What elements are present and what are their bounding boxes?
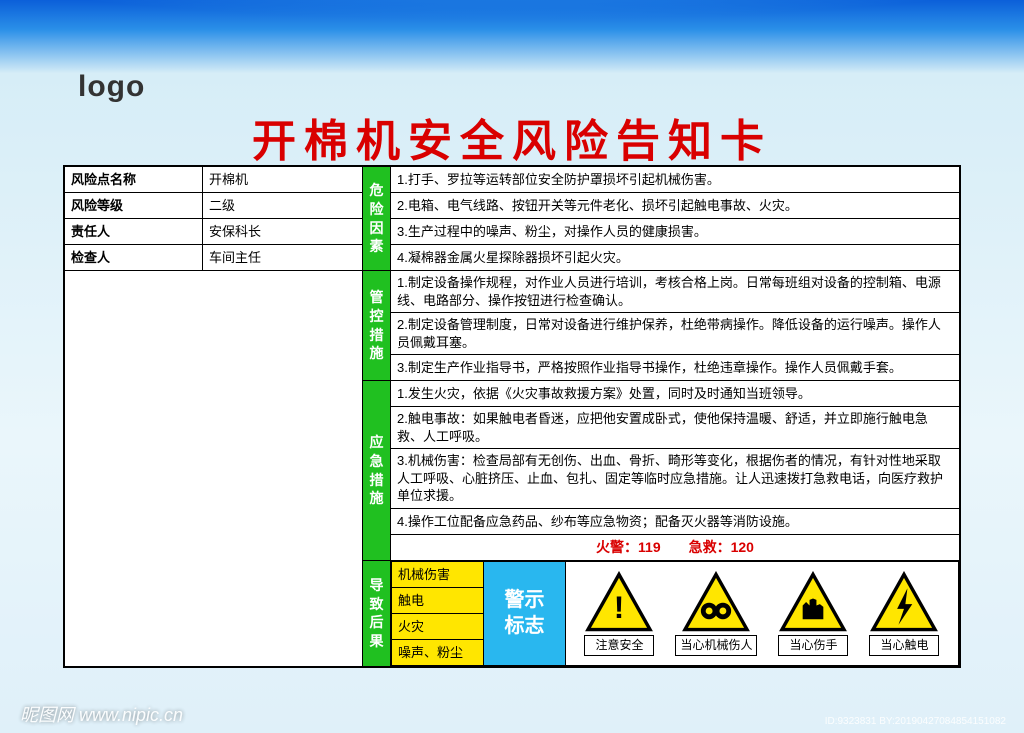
consequence-item: 触电 (392, 587, 484, 613)
sign-caution: ! 注意安全 (584, 571, 654, 655)
watermark-id: ID:9323831 BY:20190427084854151082 (825, 716, 1006, 727)
sign-caption: 当心伤手 (778, 635, 848, 655)
hazard-header: 危险因素 (363, 167, 391, 271)
logo-text: logo (78, 70, 145, 104)
info-label: 风险等级 (65, 193, 203, 219)
control-item: 2.制定设备管理制度，日常对设备进行维护保养，杜绝带病操作。降低设备的运行噪声。… (391, 313, 960, 355)
risk-table: 风险点名称 开棉机 危险因素 1.打手、罗拉等运转部位安全防护罩损坏引起机械伤害… (64, 166, 960, 667)
consequence-sign-block: 机械伤害 警示标志 ! 注意安全 当心机械伤人 (391, 560, 960, 666)
hazard-item: 2.电箱、电气线路、按钮开关等元件老化、损坏引起触电事故、火灾。 (391, 193, 960, 219)
page-title: 开棉机安全风险告知卡 (0, 105, 1024, 169)
consequence-item: 噪声、粉尘 (392, 639, 484, 665)
sign-caption: 注意安全 (584, 635, 654, 655)
control-header: 管控措施 (363, 271, 391, 381)
emergency-item: 2.触电事故：如果触电者昏迷，应把他安置成卧式，使他保持温暖、舒适，并立即施行触… (391, 407, 960, 449)
sign-caption: 当心触电 (869, 635, 939, 655)
emergency-item: 3.机械伤害：检查局部有无创伤、出血、骨折、畸形等变化，根据伤者的情况，有针对性… (391, 449, 960, 509)
info-label: 风险点名称 (65, 167, 203, 193)
consequence-item: 火灾 (392, 613, 484, 639)
hazard-item: 1.打手、罗拉等运转部位安全防护罩损坏引起机械伤害。 (391, 167, 960, 193)
info-value: 车间主任 (203, 245, 363, 271)
info-value: 二级 (203, 193, 363, 219)
emergency-item: 4.操作工位配备应急药品、纱布等应急物资；配备灭火器等消防设施。 (391, 508, 960, 534)
blank-area (65, 271, 363, 667)
consequence-item: 机械伤害 (392, 561, 484, 587)
sign-electric: 当心触电 (869, 571, 939, 655)
info-value: 开棉机 (203, 167, 363, 193)
hazard-item: 4.凝棉器金属火星探除器损坏引起火灾。 (391, 245, 960, 271)
control-item: 3.制定生产作业指导书，严格按照作业指导书操作，杜绝违章操作。操作人员佩戴手套。 (391, 355, 960, 381)
emergency-item: 1.发生火灾，依据《火灾事故救援方案》处置，同时及时通知当班领导。 (391, 381, 960, 407)
info-value: 安保科长 (203, 219, 363, 245)
watermark: 昵图网 www.nipic.cn (20, 701, 183, 727)
warning-label: 警示标志 (484, 561, 566, 665)
info-label: 责任人 (65, 219, 203, 245)
sign-caption: 当心机械伤人 (675, 635, 757, 655)
warning-signs: ! 注意安全 当心机械伤人 当心伤手 (566, 561, 959, 665)
sign-hand: 当心伤手 (778, 571, 848, 655)
header-curve (0, 0, 1024, 90)
consequence-header: 导致后果 (363, 560, 391, 666)
hotline: 火警：119 急救：120 (391, 534, 960, 560)
hazard-item: 3.生产过程中的噪声、粉尘，对操作人员的健康损害。 (391, 219, 960, 245)
emergency-header: 应急措施 (363, 381, 391, 561)
risk-card: 风险点名称 开棉机 危险因素 1.打手、罗拉等运转部位安全防护罩损坏引起机械伤害… (63, 165, 961, 668)
sign-mechanical: 当心机械伤人 (675, 571, 757, 655)
svg-text:!: ! (614, 589, 625, 625)
control-item: 1.制定设备操作规程，对作业人员进行培训，考核合格上岗。日常每班组对设备的控制箱… (391, 271, 960, 313)
info-label: 检查人 (65, 245, 203, 271)
